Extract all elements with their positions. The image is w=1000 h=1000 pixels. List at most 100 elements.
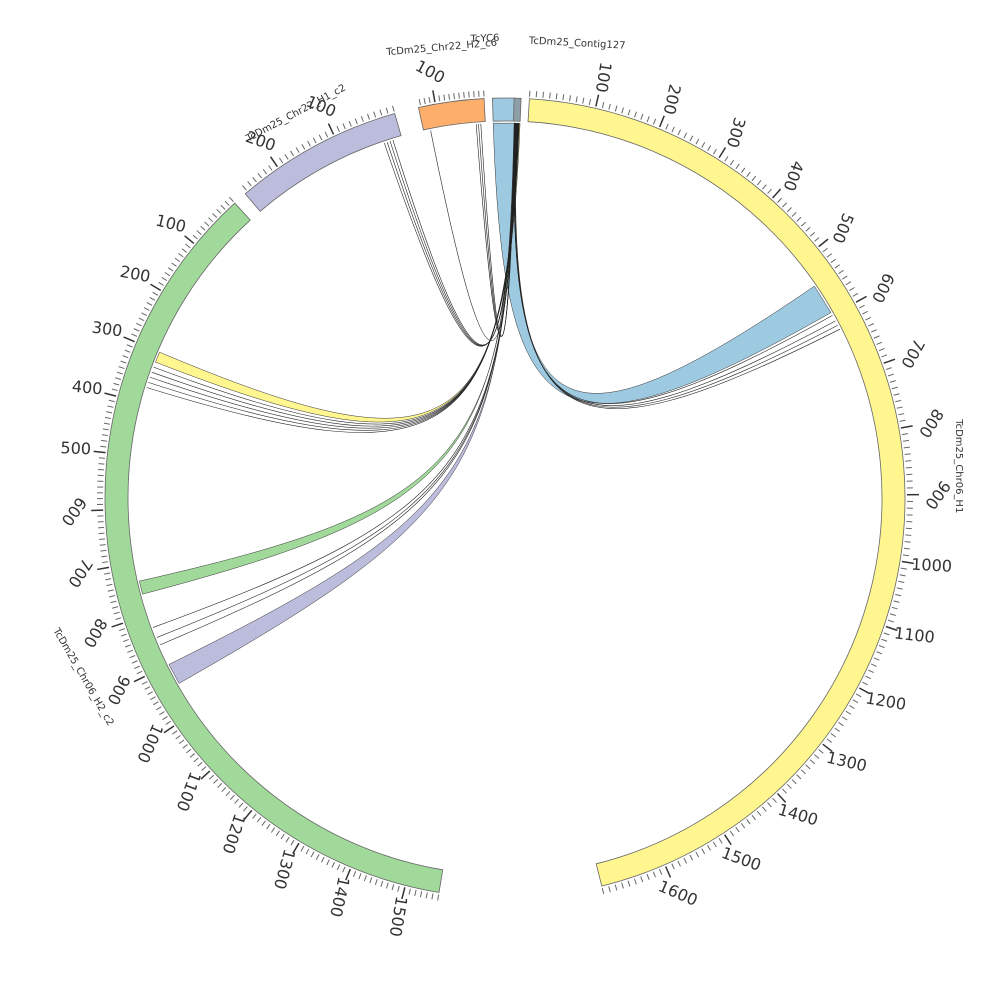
minor-tick [380, 880, 384, 887]
minor-tick [113, 611, 120, 615]
minor-tick [414, 889, 417, 896]
major-tick [772, 188, 782, 199]
minor-tick [868, 323, 875, 327]
minor-tick [133, 328, 140, 332]
major-tick [133, 675, 146, 683]
minor-tick [614, 105, 618, 112]
link-line [515, 123, 840, 409]
minor-tick [196, 230, 202, 235]
minor-tick [575, 96, 578, 103]
minor-tick [683, 132, 688, 139]
minor-tick [852, 699, 859, 704]
minor-tick [143, 307, 150, 311]
link-band [492, 122, 832, 404]
tick-label: 500 [828, 210, 857, 245]
minor-tick [300, 845, 305, 852]
minor-tick [862, 310, 868, 315]
minor-tick [814, 754, 820, 759]
minor-tick [845, 281, 852, 286]
tick-label: 1300 [270, 847, 299, 891]
minor-tick [569, 95, 571, 102]
minor-tick [746, 171, 751, 178]
minor-tick [147, 691, 153, 696]
minor-tick [809, 759, 815, 765]
minor-tick [212, 213, 218, 219]
minor-tick [99, 538, 106, 540]
links-layer [139, 122, 840, 684]
minor-tick [885, 367, 892, 371]
minor-tick [453, 93, 455, 100]
minor-tick [901, 433, 908, 436]
segments-layer [104, 97, 906, 893]
minor-tick [652, 118, 657, 125]
tick-label: 900 [103, 672, 134, 708]
minor-tick [146, 302, 153, 306]
minor-tick [348, 120, 352, 127]
major-tick [883, 358, 896, 364]
tick-label: 1100 [173, 769, 205, 814]
minor-tick [895, 593, 902, 597]
minor-tick [127, 649, 134, 653]
minor-tick [220, 204, 226, 210]
minor-tick [834, 264, 840, 269]
minor-tick [423, 98, 426, 105]
tick-label: 700 [64, 555, 96, 591]
minor-tick [197, 761, 203, 767]
major-tick [150, 283, 162, 292]
minor-tick [751, 814, 757, 821]
minor-tick [181, 248, 188, 253]
major-tick [595, 94, 600, 107]
minor-tick [881, 638, 888, 642]
minor-tick [104, 572, 111, 575]
minor-tick [116, 371, 123, 375]
minor-tick [555, 93, 558, 100]
minor-tick [608, 886, 611, 893]
link-line [146, 123, 519, 433]
link-line [514, 123, 836, 406]
minor-tick [268, 165, 273, 171]
minor-tick [900, 567, 907, 570]
major-tick [111, 622, 124, 628]
minor-tick [735, 163, 740, 170]
minor-tick [633, 878, 637, 885]
minor-tick [162, 715, 168, 721]
minor-tick [862, 681, 868, 686]
minor-tick [428, 97, 431, 104]
minor-tick [290, 150, 295, 157]
minor-tick [318, 134, 323, 141]
minor-tick [740, 822, 746, 829]
minor-tick [98, 463, 105, 465]
minor-tick [786, 207, 792, 213]
minor-tick [443, 94, 446, 101]
minor-tick [158, 281, 165, 286]
minor-tick [903, 547, 910, 550]
tick-label: 1300 [825, 748, 869, 776]
minor-tick [756, 810, 762, 817]
major-tick [718, 147, 727, 159]
tick-label: 200 [118, 262, 152, 286]
minor-tick [822, 247, 828, 253]
minor-tick [762, 184, 767, 190]
minor-tick [870, 663, 877, 667]
tick-label: 100 [412, 56, 448, 87]
minor-tick [295, 147, 300, 153]
minor-tick [898, 413, 905, 416]
minor-tick [895, 399, 902, 403]
minor-tick [782, 788, 787, 794]
minor-tick [352, 871, 357, 877]
major-tick [93, 450, 106, 454]
minor-tick [175, 734, 181, 740]
minor-tick [677, 860, 681, 867]
minor-tick [385, 107, 389, 114]
minor-tick [331, 861, 335, 868]
minor-tick [814, 237, 820, 242]
minor-tick [712, 841, 717, 848]
minor-tick [225, 790, 231, 797]
major-tick [822, 743, 833, 753]
minor-tick [659, 868, 663, 875]
segment-tcyc [513, 97, 522, 122]
tick-label: 1200 [864, 688, 907, 714]
minor-tick [805, 226, 811, 232]
major-tick [724, 834, 732, 846]
